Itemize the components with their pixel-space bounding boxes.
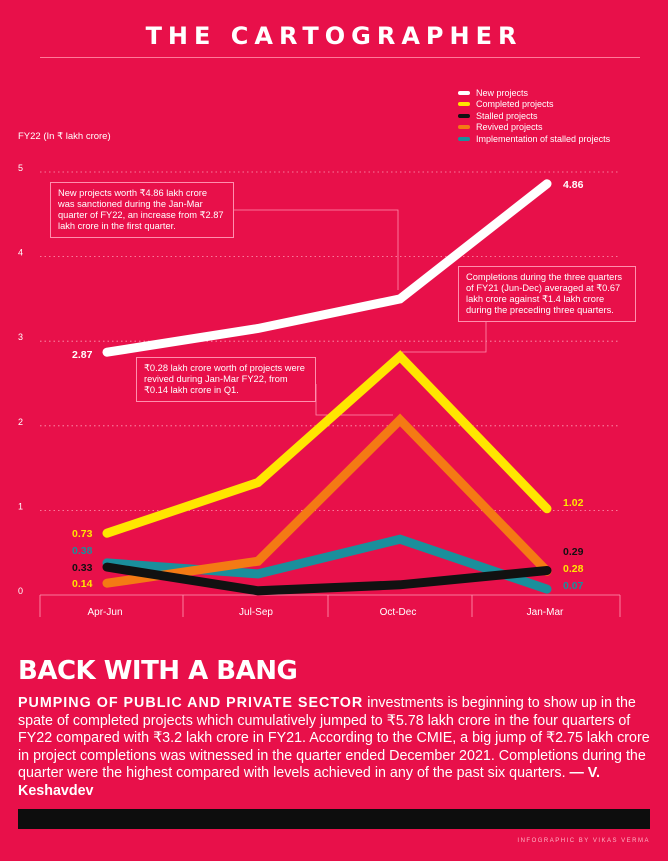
annotation-new-projects: New projects worth ₹4.86 lakh crore was … (50, 182, 234, 238)
data-label: 0.73 (72, 528, 93, 540)
x-tick-label: Jul-Sep (239, 607, 273, 618)
legend-item: Revived projects (458, 122, 610, 134)
y-tick-label: 5 (18, 163, 23, 173)
data-label: 0.28 (563, 563, 584, 575)
data-label: 0.29 (563, 546, 584, 558)
legend-item: New projects (458, 87, 610, 99)
legend-item: Completed projects (458, 99, 610, 111)
y-tick-label: 3 (18, 332, 23, 342)
data-label: 2.87 (72, 349, 93, 361)
legend-label: Revived projects (476, 122, 543, 133)
data-label: 4.86 (563, 179, 584, 191)
data-label: 0.07 (563, 580, 584, 592)
chart-series (102, 179, 552, 596)
article-body: PUMPING OF PUBLIC AND PRIVATE SECTOR inv… (18, 695, 658, 800)
legend-label: Stalled projects (476, 110, 538, 121)
legend-item: Stalled projects (458, 110, 610, 122)
infographic-credit: INFOGRAPHIC BY VIKAS VERMA (517, 838, 650, 844)
data-label: 0.14 (72, 578, 93, 590)
chart-data-labels: 2.87 4.86 0.73 1.02 0.33 0.29 0.14 0.28 0.38 0.07 (72, 179, 584, 592)
legend-label: Implementation of stalled projects (476, 133, 611, 144)
x-tick-label: Oct-Dec (380, 607, 417, 618)
series-line (102, 413, 552, 588)
annotation-revived: ₹0.28 lakh crore worth of projects were … (136, 357, 316, 402)
x-tick-label: Apr-Jun (87, 607, 122, 618)
series-line (102, 350, 552, 538)
article-lead: PUMPING OF PUBLIC AND PRIVATE SECTOR (18, 695, 364, 711)
series-line (102, 179, 552, 357)
data-label: 1.02 (563, 497, 584, 509)
article-headline: BACK WITH A BANG (18, 656, 298, 686)
legend-swatch (458, 102, 470, 107)
annotation-completions: Completions during the three quarters of… (458, 266, 636, 322)
legend-swatch (458, 90, 470, 95)
data-label: 0.38 (72, 545, 93, 557)
article-author: — V. Keshavdev (18, 765, 600, 799)
masthead-title: THE CARTOGRAPHER (145, 22, 523, 50)
annotation-connector (400, 321, 487, 353)
annotation-connector (234, 209, 399, 290)
series-line (102, 562, 552, 596)
x-tick-label: Jan-Mar (527, 607, 564, 618)
line-chart: FY22 (In ₹ lakh crore) 0 1 2 3 4 5 Apr-Jun Jul-… (18, 131, 621, 618)
legend-swatch (458, 125, 470, 130)
y-tick-label: 1 (18, 501, 23, 511)
legend-swatch (458, 136, 470, 141)
legend-label: New projects (476, 87, 529, 98)
y-tick-label: 4 (18, 248, 23, 258)
y-axis-label: FY22 (In ₹ lakh crore) (18, 131, 111, 142)
legend-label: Completed projects (476, 99, 554, 110)
masthead-divider (40, 57, 640, 58)
legend-item: Implementation of stalled projects (458, 133, 610, 145)
article-text: investments is beginning to show up in t… (18, 695, 650, 781)
footer-bar (18, 809, 650, 829)
chart-legend: New projects Completed projects Stalled … (458, 87, 610, 145)
legend-swatch (458, 113, 470, 118)
annotation-connectors (234, 209, 487, 416)
y-tick-label: 2 (18, 417, 23, 427)
y-tick-label: 0 (18, 586, 23, 596)
chart-gridlines: 0 1 2 3 4 5 Apr-Jun Jul-Sep Oct-Dec Jan-Mar (18, 163, 621, 618)
data-label: 0.33 (72, 562, 93, 574)
annotation-connector (315, 384, 393, 416)
